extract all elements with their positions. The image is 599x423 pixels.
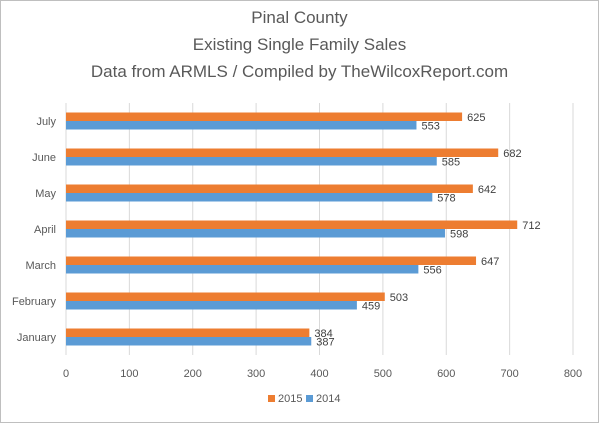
y-tick-label-february: February: [12, 296, 57, 308]
bar-2015-march: [66, 256, 477, 265]
bar-2014-february: [66, 301, 357, 310]
legend-swatch-2015: [268, 395, 275, 402]
data-label-2014-january: 387: [316, 336, 334, 348]
y-tick-label-april: April: [34, 224, 56, 236]
bar-2015-february: [66, 292, 385, 301]
data-label-2014-march: 556: [423, 264, 441, 276]
data-label-2015-april: 712: [522, 220, 540, 232]
x-tick-label-0: 0: [63, 368, 69, 380]
legend-swatch-2014: [306, 395, 313, 402]
data-label-2014-july: 553: [421, 120, 439, 132]
x-tick-label-1: 100: [120, 368, 138, 380]
bar-2014-july: [66, 121, 417, 130]
y-tick-label-june: June: [32, 152, 56, 164]
chart-title-line-2: Existing Single Family Sales: [192, 35, 407, 54]
bar-2015-april: [66, 220, 518, 229]
data-label-2015-march: 647: [481, 256, 499, 268]
bar-2014-may: [66, 193, 433, 202]
bar-2014-april: [66, 229, 445, 238]
legend-label-2014: 2014: [316, 393, 340, 405]
bar-2015-may: [66, 184, 473, 193]
data-label-2014-june: 585: [442, 156, 460, 168]
x-tick-label-4: 400: [310, 368, 328, 380]
x-tick-label-3: 300: [247, 368, 265, 380]
bar-2015-july: [66, 112, 463, 121]
bar-2014-march: [66, 265, 419, 274]
data-label-2014-april: 598: [450, 228, 468, 240]
data-label-2014-may: 578: [437, 192, 455, 204]
bar-2014-january: [66, 337, 312, 346]
bar-2014-june: [66, 157, 437, 166]
x-tick-label-7: 700: [500, 368, 518, 380]
data-label-2015-may: 642: [478, 184, 496, 196]
x-tick-label-5: 500: [374, 368, 392, 380]
chart-title-line-3: Data from ARMLS / Compiled by TheWilcoxR…: [90, 62, 509, 81]
chart-title-line-1: Pinal County: [251, 8, 348, 27]
x-tick-label-2: 200: [184, 368, 202, 380]
y-tick-label-january: January: [17, 332, 57, 344]
y-tick-label-may: May: [35, 188, 56, 200]
bar-2015-january: [66, 328, 310, 337]
x-tick-label-8: 800: [564, 368, 582, 380]
y-tick-label-march: March: [25, 260, 56, 272]
data-label-2014-february: 459: [362, 300, 380, 312]
legend-label-2015: 2015: [278, 393, 302, 405]
x-tick-label-6: 600: [437, 368, 455, 380]
y-tick-label-july: July: [36, 116, 56, 128]
bar-2015-june: [66, 148, 499, 157]
data-label-2015-january: 384: [314, 328, 332, 340]
data-label-2015-july: 625: [467, 112, 485, 124]
data-label-2015-june: 682: [503, 148, 521, 160]
data-label-2015-february: 503: [390, 292, 408, 304]
